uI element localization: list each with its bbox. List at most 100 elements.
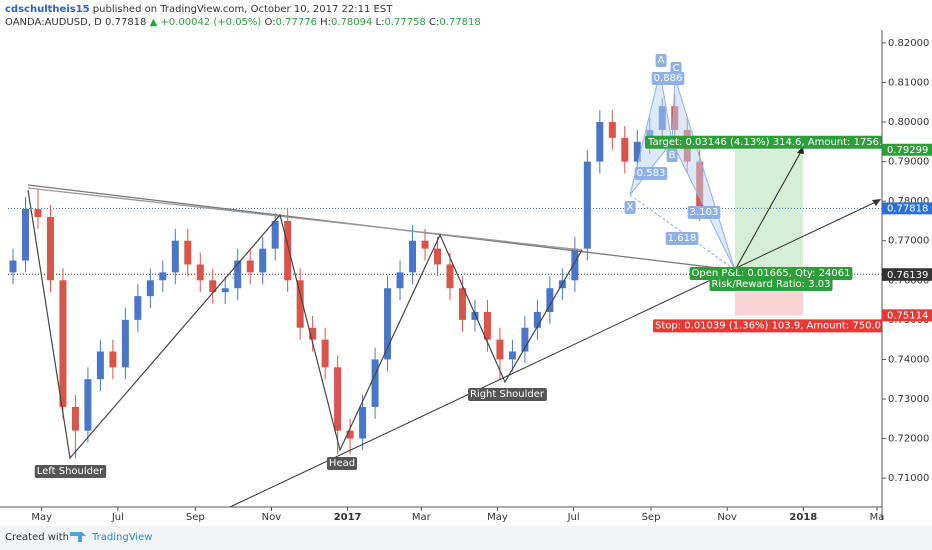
- candle-body: [396, 272, 404, 289]
- candle-body: [221, 288, 229, 293]
- open-pl-label-bg: [689, 267, 853, 280]
- y-tick-label: 0.79000: [888, 157, 929, 168]
- pt-c: C: [673, 63, 680, 74]
- l: 0.77758: [385, 17, 426, 28]
- y-tick-label: 0.71000: [888, 473, 929, 484]
- head: Head: [329, 458, 355, 469]
- candle-body: [533, 311, 541, 328]
- candle-body: [434, 248, 442, 265]
- candle-body: [284, 220, 292, 281]
- x-tick-label: May: [31, 512, 52, 523]
- candle-body: [371, 359, 379, 407]
- stop-label: Stop: 0.01039 (1.36%) 103.9, Amount: 750…: [655, 320, 887, 331]
- header-line-1: cdschultheis15 published on TradingView.…: [5, 4, 393, 15]
- right-shoulder-bg: [467, 388, 547, 401]
- x-tick-label: Nov: [717, 512, 737, 523]
- user[interactable]: cdschultheis15: [5, 4, 90, 15]
- candle-body: [384, 288, 392, 360]
- y-tick-label: 0.82000: [888, 38, 929, 49]
- c: 0.77818: [439, 17, 480, 28]
- x-tick-label: Sep: [186, 512, 205, 523]
- candle-body: [184, 240, 192, 265]
- stop-label-bg: [653, 319, 882, 333]
- candle-body: [346, 430, 354, 439]
- candle-body: [34, 209, 42, 217]
- candle-body: [246, 260, 254, 273]
- o: 0.77776: [276, 17, 317, 28]
- candle-body: [508, 351, 516, 360]
- price-label-bg: [882, 309, 932, 322]
- y-tick-label: 0.81000: [888, 77, 929, 88]
- price-label: 0.75114: [882, 309, 932, 322]
- candle-body: [458, 288, 466, 320]
- left-shoulder-bg: [34, 465, 107, 478]
- price-label-text: 0.77818: [887, 203, 928, 214]
- candle-body: [84, 379, 92, 431]
- x-tick-label: Nov: [262, 512, 282, 523]
- candle-body: [109, 351, 117, 368]
- pt-b: B: [669, 150, 676, 161]
- pt-b-bg: [666, 149, 678, 162]
- ratio-xd-bg: [665, 232, 699, 245]
- candle-body: [46, 216, 54, 281]
- price-label-text: 0.79299: [887, 145, 928, 156]
- price-label-bg: [882, 143, 932, 156]
- candle-body: [259, 248, 267, 273]
- target-arrow: [734, 147, 804, 271]
- rr-label-bg: [709, 278, 833, 291]
- y-tick-label: 0.73000: [888, 394, 929, 405]
- pt-c-bg: [670, 62, 682, 75]
- candle-body: [134, 296, 142, 320]
- trendline: [27, 187, 583, 251]
- candle-body: [421, 240, 429, 249]
- h: 0.78094: [331, 17, 372, 28]
- l-label: L:: [372, 17, 384, 28]
- candle-body: [608, 122, 616, 138]
- candle-body: [334, 367, 342, 431]
- ratio-bx: 0.583: [637, 168, 666, 179]
- head-bg: [326, 457, 358, 470]
- ratio-cd-bg: [687, 206, 721, 219]
- last: 0.77818: [102, 17, 150, 28]
- candle-body: [359, 406, 367, 439]
- footer: [0, 526, 932, 550]
- price-label-bg: [882, 202, 932, 215]
- y-tick-label: 0.74000: [888, 354, 929, 365]
- h-label: H:: [317, 17, 331, 28]
- candle-body: [9, 260, 17, 273]
- candle-body: [446, 264, 454, 289]
- candle-body: [571, 248, 579, 281]
- ratio-cd: 3.103: [690, 207, 719, 218]
- candle-body: [234, 260, 242, 289]
- candle-body: [471, 311, 479, 320]
- candle-body: [496, 339, 504, 360]
- ratio-xd: 1.618: [668, 233, 697, 244]
- published: published on TradingView.com, October 10…: [90, 4, 394, 15]
- change: ▲ +0.00042 (+0.05%): [150, 17, 262, 28]
- header-line-2: OANDA:AUDUSD, D 0.77818 ▲ +0.00042 (+0.0…: [5, 17, 481, 28]
- pt-a-bg: [655, 54, 667, 67]
- pt-x: X: [627, 202, 634, 213]
- price-label: 0.77818: [882, 202, 932, 215]
- pt-a: A: [658, 55, 665, 66]
- candle-body: [309, 327, 317, 340]
- support-line: [229, 199, 881, 508]
- harmonic-xd: [629, 194, 736, 271]
- footer-brand[interactable]: TradingView: [91, 532, 152, 543]
- candle-body: [583, 161, 591, 249]
- candle-body: [121, 319, 129, 368]
- y-tick-label: 0.72000: [888, 434, 929, 445]
- target-label-bg: [645, 135, 882, 149]
- candle-body: [483, 311, 491, 340]
- y-tick-label: 0.78000: [888, 196, 929, 207]
- candle-body: [321, 339, 329, 368]
- x-tick-label: 2017: [334, 512, 362, 523]
- price-label-bg: [882, 268, 932, 281]
- candle-body: [546, 288, 554, 312]
- rr-label: Risk/Reward Ratio: 3.03: [711, 279, 830, 290]
- price-label-text: 0.76139: [887, 270, 928, 281]
- ratio-ab-bg: [651, 72, 685, 85]
- candle-body: [59, 280, 67, 407]
- c-label: C:: [426, 17, 440, 28]
